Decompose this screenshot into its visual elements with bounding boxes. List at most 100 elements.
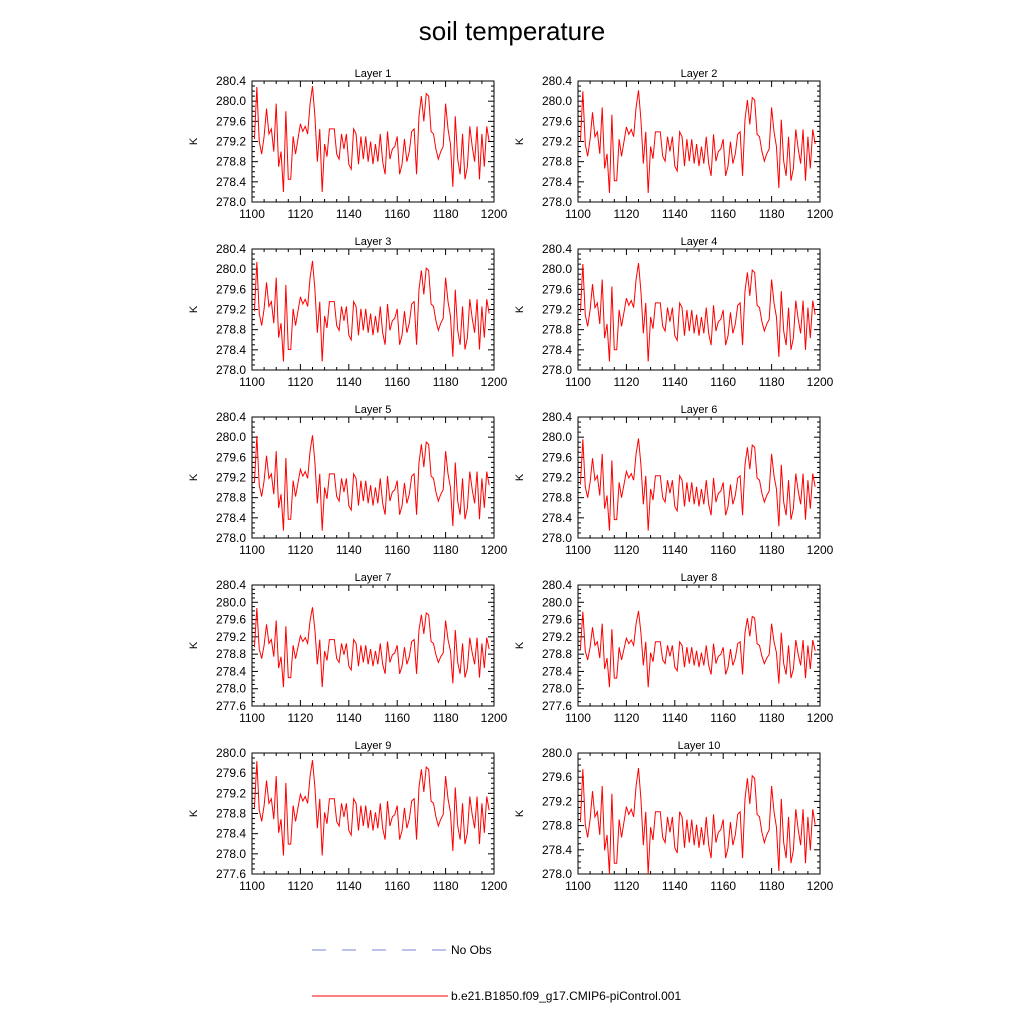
y-tick-label: 278.8	[216, 647, 246, 661]
y-tick-label: 279.2	[542, 303, 572, 317]
x-tick-label: 1140	[336, 375, 362, 389]
x-tick-label: 1100	[239, 711, 265, 725]
plot-frame	[577, 584, 821, 707]
series-line	[253, 607, 490, 688]
x-tick-label: 1160	[710, 711, 736, 725]
panel-title: Layer 10	[678, 740, 721, 752]
y-tick-label: 280.4	[542, 410, 572, 424]
x-tick-label: 1140	[336, 207, 362, 221]
legend-label-model: b.e21.B1850.f09_g17.CMIP6-piControl.001	[451, 989, 681, 1003]
x-tick-label: 1120	[287, 207, 313, 221]
x-tick-label: 1100	[565, 375, 591, 389]
x-tick-label: 1120	[287, 711, 313, 725]
x-tick-label: 1100	[239, 543, 265, 557]
y-tick-label: 278.8	[216, 491, 246, 505]
x-tick-label: 1140	[662, 711, 688, 725]
panel-title: Layer 7	[355, 572, 392, 584]
plot-frame	[251, 80, 495, 203]
panel-4: Layer 4 K 1100 1120 1140 1160 1180 1200 280.4 280…	[514, 236, 834, 389]
y-tick-label: 279.6	[216, 613, 246, 627]
y-tick-label: 278.0	[216, 531, 246, 545]
y-tick-label: 279.2	[216, 471, 246, 485]
x-tick-label: 1100	[565, 207, 591, 221]
y-axis-label: K	[188, 137, 200, 145]
x-tick-label: 1140	[662, 375, 688, 389]
x-tick-label: 1200	[807, 543, 834, 557]
x-tick-label: 1120	[613, 375, 639, 389]
x-tick-label: 1160	[710, 375, 736, 389]
y-tick-label: 280.4	[216, 410, 246, 424]
panel-8: Layer 8 K 1100 1120 1140 1160 1180 1200 280.4 280…	[514, 572, 834, 725]
x-tick-label: 1200	[481, 375, 508, 389]
y-tick-label: 280.0	[542, 262, 572, 276]
x-tick-label: 1180	[759, 543, 785, 557]
y-tick-label: 280.0	[542, 94, 572, 108]
y-axis-label: K	[188, 473, 200, 481]
y-axis-label: K	[188, 641, 200, 649]
x-tick-label: 1100	[239, 879, 265, 893]
y-tick-label: 279.2	[216, 303, 246, 317]
y-tick-label: 278.0	[216, 195, 246, 209]
panel-title: Layer 4	[681, 236, 718, 248]
y-tick-label: 278.0	[542, 363, 572, 377]
y-axis-label: K	[514, 809, 526, 817]
plot-frame	[577, 80, 821, 203]
y-tick-label: 278.8	[542, 819, 572, 833]
y-tick-label: 278.4	[542, 511, 572, 525]
x-tick-label: 1160	[710, 543, 736, 557]
x-tick-label: 1180	[759, 711, 785, 725]
x-tick-label: 1200	[481, 711, 508, 725]
y-tick-label: 279.6	[216, 114, 246, 128]
y-axis-label: K	[514, 641, 526, 649]
x-tick-label: 1120	[287, 543, 313, 557]
y-axis-label: K	[514, 137, 526, 145]
y-tick-label: 280.4	[542, 242, 572, 256]
plot-frame	[251, 584, 495, 707]
y-tick-label: 279.6	[542, 770, 572, 784]
y-tick-label: 279.6	[542, 450, 572, 464]
panel-3: Layer 3 K 1100 1120 1140 1160 1180 1200 280.4 280…	[188, 236, 508, 389]
y-tick-label: 279.2	[216, 786, 246, 800]
y-tick-label: 280.0	[216, 94, 246, 108]
x-tick-label: 1180	[433, 207, 459, 221]
series-line	[579, 90, 816, 193]
series-line	[579, 262, 816, 362]
x-tick-label: 1160	[710, 879, 736, 893]
y-tick-label: 280.4	[216, 578, 246, 592]
series-line	[253, 85, 490, 192]
x-tick-label: 1200	[807, 711, 834, 725]
x-tick-label: 1140	[336, 711, 362, 725]
plot-frame	[251, 248, 495, 371]
y-tick-label: 278.8	[216, 155, 246, 169]
y-tick-label: 278.8	[542, 491, 572, 505]
y-tick-label: 279.6	[216, 766, 246, 780]
x-tick-label: 1100	[565, 711, 591, 725]
y-tick-label: 279.2	[216, 135, 246, 149]
panel-5: Layer 5 K 1100 1120 1140 1160 1180 1200 280.4 280…	[188, 404, 508, 557]
y-tick-label: 278.4	[216, 175, 246, 189]
y-tick-label: 279.2	[542, 794, 572, 808]
x-tick-label: 1160	[384, 543, 410, 557]
series-line	[579, 438, 816, 531]
x-tick-label: 1120	[613, 543, 639, 557]
y-tick-label: 279.6	[216, 450, 246, 464]
x-tick-label: 1160	[384, 711, 410, 725]
y-tick-label: 279.2	[542, 471, 572, 485]
figure-title: soil temperature	[419, 16, 605, 46]
x-tick-label: 1120	[287, 879, 313, 893]
panel-1: Layer 1 K 1100 1120 1140 1160 1180 1200 280.4 280…	[188, 68, 508, 221]
series-line	[579, 767, 816, 875]
y-tick-label: 279.2	[216, 630, 246, 644]
panel-10: Layer 10 K 1100 1120 1140 1160 1180 1200 280.0 27…	[514, 740, 834, 893]
y-tick-label: 280.0	[542, 430, 572, 444]
y-tick-label: 278.0	[542, 867, 572, 881]
y-tick-label: 280.4	[216, 242, 246, 256]
y-tick-label: 280.0	[216, 262, 246, 276]
y-tick-label: 278.8	[542, 155, 572, 169]
y-tick-label: 278.0	[216, 363, 246, 377]
panel-title: Layer 9	[355, 740, 392, 752]
y-tick-label: 280.0	[542, 746, 572, 760]
y-tick-label: 278.4	[542, 843, 572, 857]
legend: No Obs b.e21.B1850.f09_g17.CMIP6-piContr…	[312, 943, 681, 1003]
